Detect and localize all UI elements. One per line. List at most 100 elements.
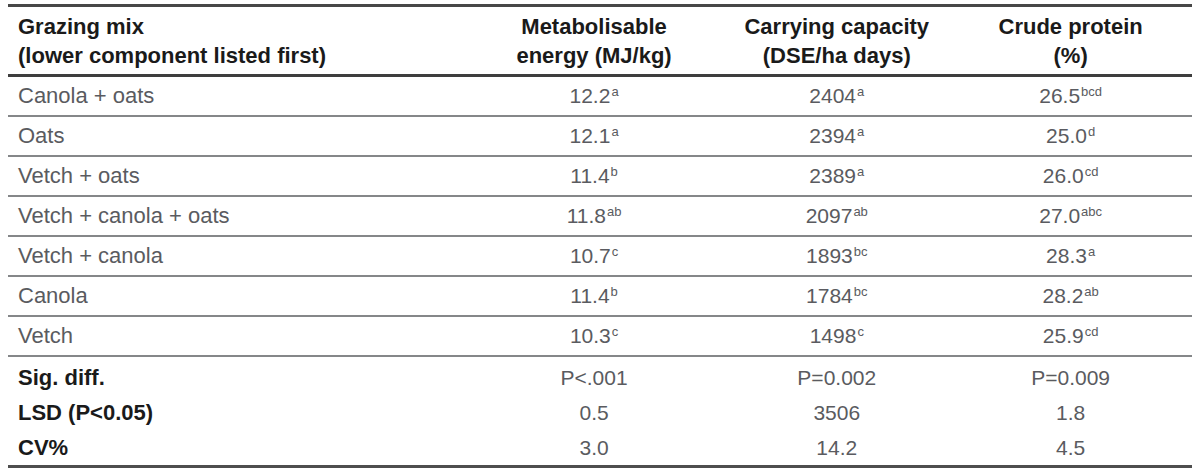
stat-value: 0.5: [464, 395, 724, 430]
significance-letters: c: [612, 244, 619, 259]
significance-letters: bc: [854, 284, 868, 299]
carrying-capacity-value: 2389a: [724, 156, 949, 196]
value-text: 25.0: [1046, 124, 1087, 147]
value-text: 1784: [806, 284, 853, 307]
table-row: Canola 11.4b 1784bc 28.2ab: [8, 276, 1192, 316]
col-header-carrying-capacity: Carrying capacity (DSE/ha days): [724, 6, 949, 76]
crude-protein-value: 27.0abc: [949, 196, 1192, 236]
metabolisable-energy-value: 11.8ab: [464, 196, 724, 236]
stat-label: Sig. diff.: [8, 356, 464, 395]
value-text: 2394: [809, 124, 856, 147]
table-row: Vetch + canola 10.7c 1893bc 28.3a: [8, 236, 1192, 276]
value-text: 26.5: [1039, 84, 1080, 107]
col-header-line: Carrying capacity: [724, 12, 949, 41]
significance-letters: bc: [854, 244, 868, 259]
crude-protein-value: 26.0cd: [949, 156, 1192, 196]
significance-letters: abc: [1081, 204, 1102, 219]
significance-letters: a: [1088, 244, 1095, 259]
col-header-line: Grazing mix: [18, 12, 464, 41]
value-text: 1893: [806, 244, 853, 267]
value-text: 11.8: [567, 204, 606, 227]
significance-letters: a: [611, 84, 618, 99]
col-header-line: (%): [949, 41, 1192, 70]
significance-letters: cd: [1085, 164, 1099, 179]
significance-letters: ab: [853, 204, 867, 219]
crude-protein-value: 25.0d: [949, 116, 1192, 156]
crude-protein-value: 28.2ab: [949, 276, 1192, 316]
table-page: Grazing mix (lower component listed firs…: [0, 0, 1200, 468]
stat-value: 1.8: [949, 395, 1192, 430]
header-row: Grazing mix (lower component listed firs…: [8, 6, 1192, 76]
significance-letters: c: [612, 324, 619, 339]
significance-letters: c: [857, 324, 864, 339]
significance-letters: b: [611, 284, 618, 299]
value-text: 2404: [809, 84, 856, 107]
stat-value: P=0.002: [724, 356, 949, 395]
stat-label: LSD (P<0.05): [8, 395, 464, 430]
stat-value: P<.001: [464, 356, 724, 395]
value-text: 25.9: [1043, 324, 1084, 347]
col-header-crude-protein: Crude protein (%): [949, 6, 1192, 76]
stat-value: 14.2: [724, 430, 949, 467]
carrying-capacity-value: 2097ab: [724, 196, 949, 236]
metabolisable-energy-value: 10.7c: [464, 236, 724, 276]
value-text: 28.3: [1046, 244, 1087, 267]
stat-value: P=0.009: [949, 356, 1192, 395]
stat-value: 3506: [724, 395, 949, 430]
value-text: 12.2: [570, 84, 611, 107]
metabolisable-energy-value: 11.4b: [464, 276, 724, 316]
row-label: Oats: [8, 116, 464, 156]
table-row: Canola + oats 12.2a 2404a 26.5bcd: [8, 76, 1192, 117]
metabolisable-energy-value: 11.4b: [464, 156, 724, 196]
col-header-line: Metabolisable: [464, 12, 724, 41]
col-header-line: (lower component listed first): [18, 41, 464, 70]
significance-letters: ab: [1084, 284, 1098, 299]
row-label: Vetch + oats: [8, 156, 464, 196]
value-text: 27.0: [1039, 204, 1080, 227]
carrying-capacity-value: 1784bc: [724, 276, 949, 316]
metabolisable-energy-value: 12.1a: [464, 116, 724, 156]
value-text: 11.4: [570, 284, 609, 307]
col-header-line: Crude protein: [949, 12, 1192, 41]
value-text: 11.4: [570, 164, 609, 187]
value-text: 28.2: [1042, 284, 1083, 307]
stat-value: 4.5: [949, 430, 1192, 467]
metabolisable-energy-value: 10.3c: [464, 316, 724, 356]
row-label: Vetch + canola + oats: [8, 196, 464, 236]
row-label: Canola + oats: [8, 76, 464, 117]
value-text: 10.3: [570, 324, 611, 347]
significance-letters: a: [857, 164, 864, 179]
col-header-line: energy (MJ/kg): [464, 41, 724, 70]
col-header-grazing-mix: Grazing mix (lower component listed firs…: [8, 6, 464, 76]
table-row: Vetch + canola + oats 11.8ab 2097ab 27.0…: [8, 196, 1192, 236]
significance-letters: a: [857, 124, 864, 139]
carrying-capacity-value: 1893bc: [724, 236, 949, 276]
stat-value: 3.0: [464, 430, 724, 467]
row-label: Vetch: [8, 316, 464, 356]
crude-protein-value: 25.9cd: [949, 316, 1192, 356]
significance-letters: bcd: [1081, 84, 1102, 99]
stats-row-cv: CV% 3.0 14.2 4.5: [8, 430, 1192, 467]
carrying-capacity-value: 1498c: [724, 316, 949, 356]
value-text: 26.0: [1043, 164, 1084, 187]
crude-protein-value: 26.5bcd: [949, 76, 1192, 117]
value-text: 2097: [806, 204, 853, 227]
table-row: Vetch + oats 11.4b 2389a 26.0cd: [8, 156, 1192, 196]
grazing-mix-results-table: Grazing mix (lower component listed firs…: [8, 4, 1192, 468]
table-header: Grazing mix (lower component listed firs…: [8, 6, 1192, 76]
col-header-metabolisable-energy: Metabolisable energy (MJ/kg): [464, 6, 724, 76]
table-stats-footer: Sig. diff. P<.001 P=0.002 P=0.009 LSD (P…: [8, 356, 1192, 467]
value-text: 2389: [809, 164, 856, 187]
table-body: Canola + oats 12.2a 2404a 26.5bcd Oats 1…: [8, 76, 1192, 357]
carrying-capacity-value: 2394a: [724, 116, 949, 156]
significance-letters: a: [857, 84, 864, 99]
carrying-capacity-value: 2404a: [724, 76, 949, 117]
value-text: 12.1: [570, 124, 611, 147]
table-row: Vetch 10.3c 1498c 25.9cd: [8, 316, 1192, 356]
row-label: Vetch + canola: [8, 236, 464, 276]
significance-letters: b: [611, 164, 618, 179]
stats-row-sig-diff: Sig. diff. P<.001 P=0.002 P=0.009: [8, 356, 1192, 395]
row-label: Canola: [8, 276, 464, 316]
crude-protein-value: 28.3a: [949, 236, 1192, 276]
value-text: 1498: [810, 324, 857, 347]
